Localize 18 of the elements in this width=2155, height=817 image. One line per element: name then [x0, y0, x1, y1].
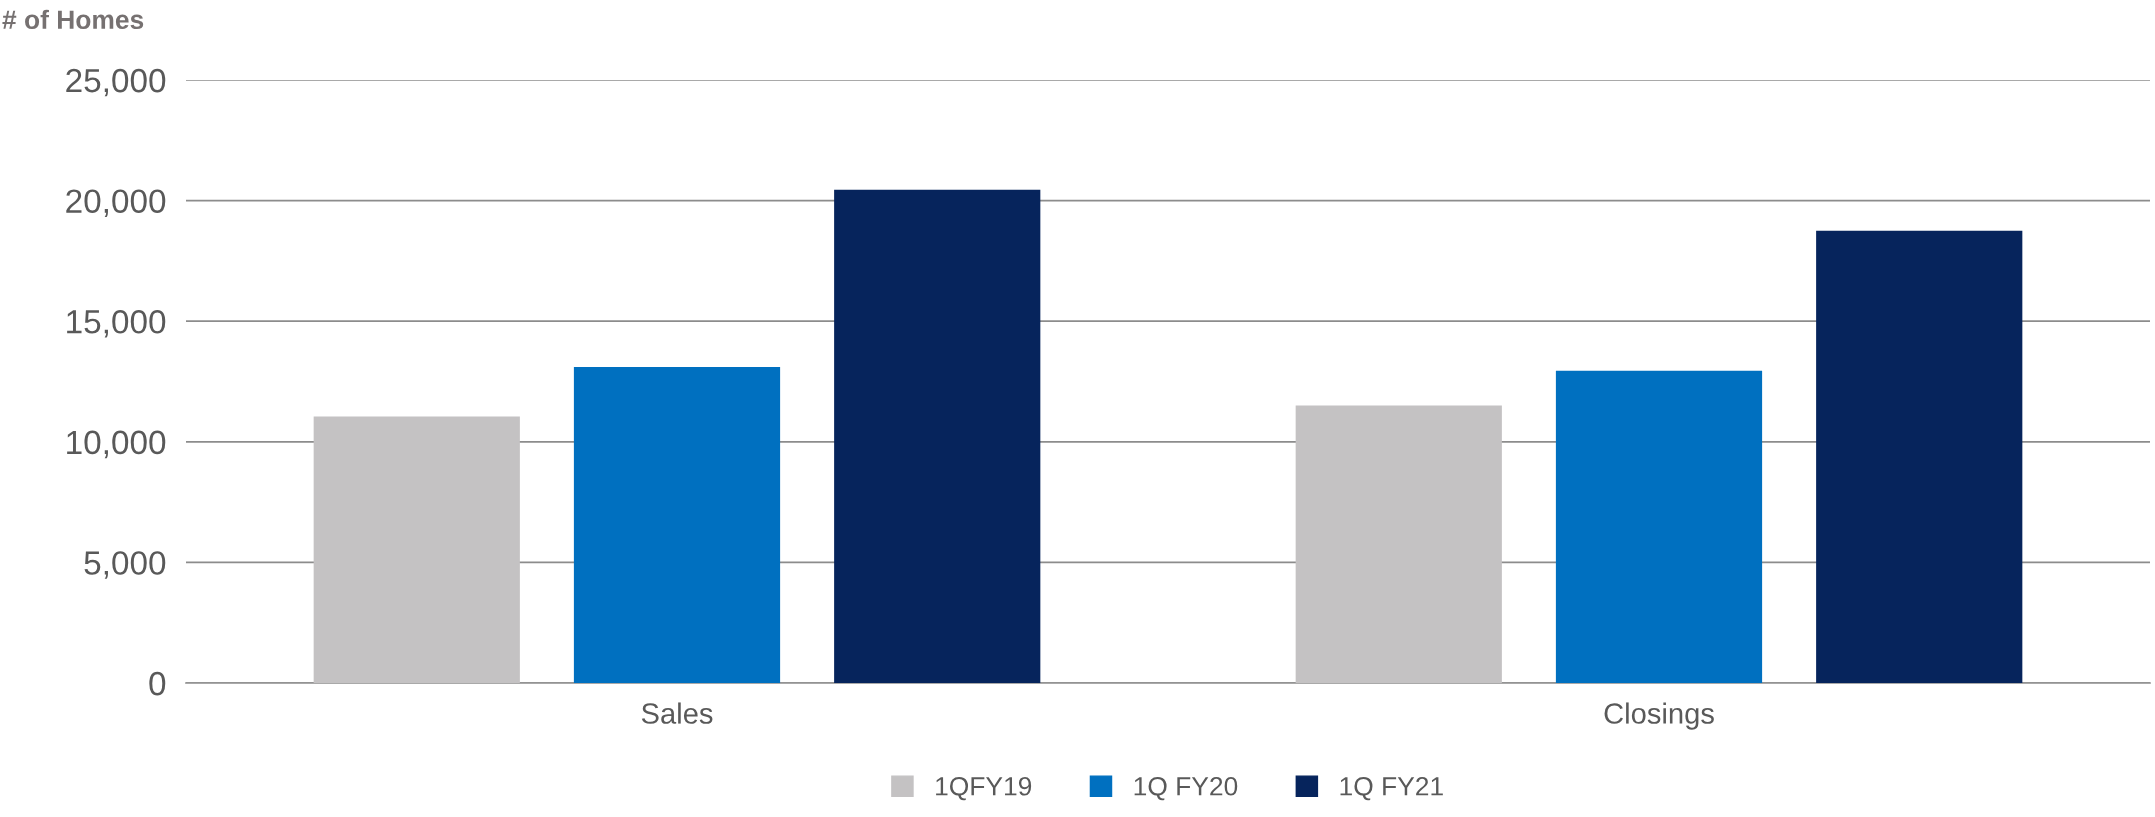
bar — [313, 416, 520, 683]
y-tick-label: 25,000 — [66, 68, 166, 97]
y-tick-label: 5,000 — [84, 551, 166, 579]
legend-label: 1Q FY21 — [1340, 776, 1443, 801]
legend-label: 1Q FY20 — [1134, 776, 1238, 801]
y-tick-label: 0 — [149, 671, 166, 696]
legend-label: 1QFY19 — [936, 776, 1032, 801]
y-tick-label: 10,000 — [67, 430, 166, 459]
x-tick-label: Closings — [1604, 702, 1714, 730]
bar — [1816, 230, 2023, 683]
bar — [834, 189, 1041, 683]
y-tick-label: 15,000 — [67, 310, 166, 338]
x-tick-label: Sales — [641, 702, 713, 724]
bar — [1555, 370, 1763, 683]
bar — [573, 367, 781, 683]
bar — [1295, 405, 1502, 683]
y-axis-title: # of Homes — [2, 9, 144, 30]
y-tick-label: 20,000 — [66, 189, 166, 217]
